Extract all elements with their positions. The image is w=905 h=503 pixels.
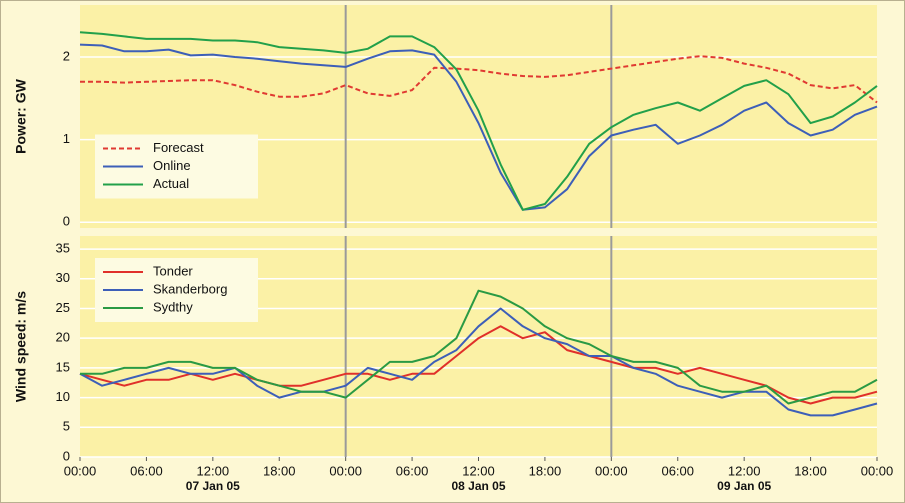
y-tick-label: 20 xyxy=(56,330,70,345)
series-line xyxy=(80,55,878,104)
day-label: 07 Jan 05 xyxy=(186,479,240,493)
x-tick-label: 00:00 xyxy=(861,463,894,478)
y-tick-label: 25 xyxy=(56,300,70,315)
y-axis-title: Wind speed: m/s xyxy=(13,291,29,402)
y-tick-label: 35 xyxy=(56,241,70,256)
y-tick-label: 0 xyxy=(63,214,70,229)
x-tick-label: 06:00 xyxy=(661,463,694,478)
x-tick-label: 12:00 xyxy=(197,463,230,478)
x-tick-label: 18:00 xyxy=(263,463,296,478)
legend-label: Skanderborg xyxy=(153,281,227,296)
x-tick-label: 00:00 xyxy=(595,463,628,478)
y-tick-label: 5 xyxy=(63,419,70,434)
y-axis-title: Power: GW xyxy=(13,78,29,153)
legend-label: Sydthy xyxy=(153,299,193,314)
x-tick-label: 18:00 xyxy=(794,463,827,478)
legend-label: Online xyxy=(153,158,191,173)
series-line xyxy=(79,325,878,405)
y-tick-label: 15 xyxy=(56,359,70,374)
y-tick-label: 30 xyxy=(56,270,70,285)
series-line xyxy=(80,289,878,405)
x-tick-label: 00:00 xyxy=(64,463,97,478)
x-tick-label: 18:00 xyxy=(529,463,562,478)
y-tick-label: 2 xyxy=(63,48,70,63)
legend-label: Tonder xyxy=(153,263,193,278)
day-label: 08 Jan 05 xyxy=(451,479,505,493)
y-tick-label: 1 xyxy=(63,131,70,146)
x-tick-label: 12:00 xyxy=(728,463,761,478)
series-line xyxy=(79,31,878,211)
legend-label: Forecast xyxy=(153,140,204,155)
x-tick-label: 12:00 xyxy=(462,463,495,478)
x-tick-label: 06:00 xyxy=(130,463,163,478)
day-label: 09 Jan 05 xyxy=(717,479,771,493)
x-tick-label: 00:00 xyxy=(329,463,362,478)
y-tick-label: 0 xyxy=(63,448,70,463)
x-tick-label: 06:00 xyxy=(396,463,429,478)
series-line xyxy=(79,43,878,211)
legend-label: Actual xyxy=(153,176,189,191)
y-tick-label: 10 xyxy=(56,389,70,404)
